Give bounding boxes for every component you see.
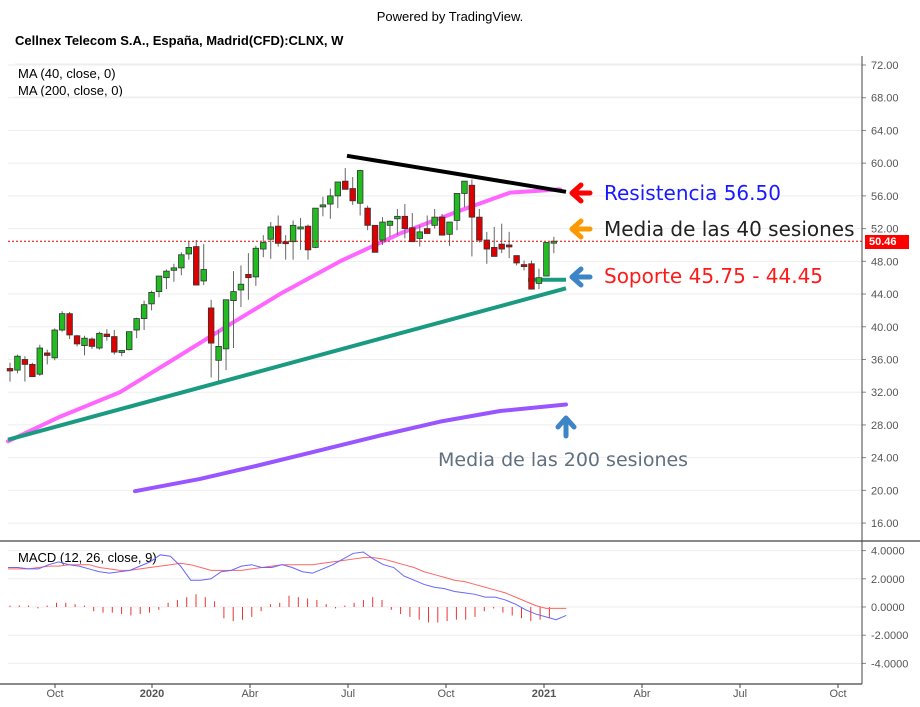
svg-text:16.00: 16.00 xyxy=(871,518,899,530)
svg-text:2021: 2021 xyxy=(532,688,556,700)
macd-legend[interactable]: MACD (12, 26, close, 9) xyxy=(18,550,157,565)
svg-text:-4.0000: -4.0000 xyxy=(871,658,908,670)
svg-text:Oct: Oct xyxy=(829,688,846,700)
macd-pane xyxy=(8,551,567,623)
svg-text:36.00: 36.00 xyxy=(871,354,899,366)
svg-text:2020: 2020 xyxy=(140,688,164,700)
annotation-arrows xyxy=(555,182,593,439)
svg-text:Oct: Oct xyxy=(46,688,63,700)
axes: 72.00 68.00 64.00 60.00 56.00 52.00 48.00 44.00… xyxy=(0,56,920,700)
svg-text:-2.0000: -2.0000 xyxy=(871,630,908,642)
resistance-annotation: Resistencia 56.50 xyxy=(604,181,781,205)
ma200-line xyxy=(133,402,568,494)
grid-lines xyxy=(8,63,862,524)
svg-text:4.0000: 4.0000 xyxy=(871,546,905,558)
svg-text:32.00: 32.00 xyxy=(871,387,899,399)
svg-text:Abr: Abr xyxy=(241,688,258,700)
ma200-annotation: Media de las 200 sesiones xyxy=(438,449,689,471)
svg-text:64.00: 64.00 xyxy=(871,125,899,137)
trendlines xyxy=(7,153,567,442)
price-candles xyxy=(6,168,558,382)
svg-text:0.0000: 0.0000 xyxy=(871,602,905,614)
svg-text:68.00: 68.00 xyxy=(871,93,899,105)
ma200-legend[interactable]: MA (200, close, 0) xyxy=(18,83,123,98)
svg-text:48.00: 48.00 xyxy=(871,256,899,268)
svg-text:28.00: 28.00 xyxy=(871,420,899,432)
macd-grid-lines xyxy=(8,550,862,664)
powered-by-label[interactable]: Powered by TradingView. xyxy=(376,9,524,24)
ma40-annotation: Media de las 40 sesiones xyxy=(604,217,855,241)
chart-title: Cellnex Telecom S.A., España, Madrid(CFD… xyxy=(15,33,344,48)
svg-text:Abr: Abr xyxy=(633,688,650,700)
svg-text:52.00: 52.00 xyxy=(871,224,899,236)
ma40-legend[interactable]: MA (40, close, 0) xyxy=(18,66,116,81)
svg-text:2.0000: 2.0000 xyxy=(871,574,905,586)
last-price-value: 50.46 xyxy=(869,236,897,248)
svg-text:44.00: 44.00 xyxy=(871,289,899,301)
svg-text:Jul: Jul xyxy=(341,688,355,700)
svg-text:24.00: 24.00 xyxy=(871,453,899,465)
support-annotation: Soporte 45.75 - 44.45 xyxy=(604,264,824,288)
svg-text:20.00: 20.00 xyxy=(871,485,899,497)
svg-text:72.00: 72.00 xyxy=(871,60,899,72)
ma40-line xyxy=(6,187,562,444)
last-price-badge: 50.46 xyxy=(865,235,909,249)
svg-text:40.00: 40.00 xyxy=(871,322,899,334)
svg-text:Oct: Oct xyxy=(437,688,454,700)
svg-text:Jul: Jul xyxy=(733,688,747,700)
svg-text:60.00: 60.00 xyxy=(871,158,899,170)
svg-text:56.00: 56.00 xyxy=(871,191,899,203)
